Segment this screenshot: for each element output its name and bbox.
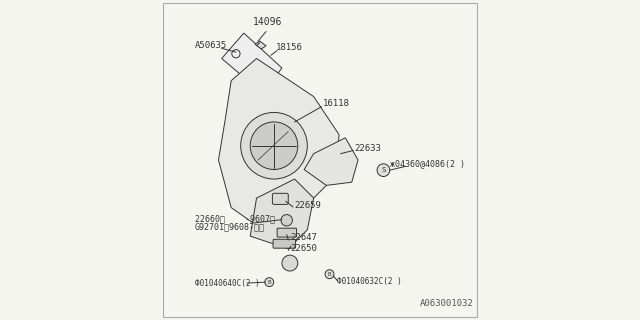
Text: 16118: 16118 <box>323 99 350 108</box>
Text: B: B <box>268 280 271 284</box>
Circle shape <box>232 50 240 58</box>
Text: 22647: 22647 <box>290 233 317 242</box>
Text: 14096: 14096 <box>253 17 282 28</box>
Circle shape <box>282 255 298 271</box>
Circle shape <box>265 278 274 287</box>
Text: Ф01040640C(2 ): Ф01040640C(2 ) <box>195 279 259 288</box>
Text: G92701（9608-　）: G92701（9608- ） <box>195 223 265 232</box>
FancyBboxPatch shape <box>273 239 296 248</box>
Text: A063001032: A063001032 <box>420 300 474 308</box>
Polygon shape <box>218 59 339 230</box>
FancyBboxPatch shape <box>277 228 296 237</box>
Polygon shape <box>250 179 314 249</box>
Polygon shape <box>221 33 282 93</box>
Text: ж04360@4086(2 ): ж04360@4086(2 ) <box>390 159 465 168</box>
FancyBboxPatch shape <box>273 193 288 204</box>
Text: 22659: 22659 <box>294 201 321 210</box>
Polygon shape <box>255 41 266 49</box>
Text: 22633: 22633 <box>355 144 381 153</box>
Text: Ф01040632C(2 ): Ф01040632C(2 ) <box>337 277 402 286</box>
Circle shape <box>325 270 334 279</box>
Text: 18156: 18156 <box>276 43 303 52</box>
Circle shape <box>241 112 307 179</box>
Circle shape <box>281 215 292 226</box>
Text: 22650: 22650 <box>290 244 317 253</box>
Text: 22660（    -9607）: 22660（ -9607） <box>195 214 275 223</box>
Polygon shape <box>304 138 358 185</box>
Text: A50635: A50635 <box>195 41 227 50</box>
Text: B: B <box>328 272 332 277</box>
Circle shape <box>250 122 298 170</box>
Text: S: S <box>381 167 386 173</box>
Circle shape <box>377 164 390 177</box>
